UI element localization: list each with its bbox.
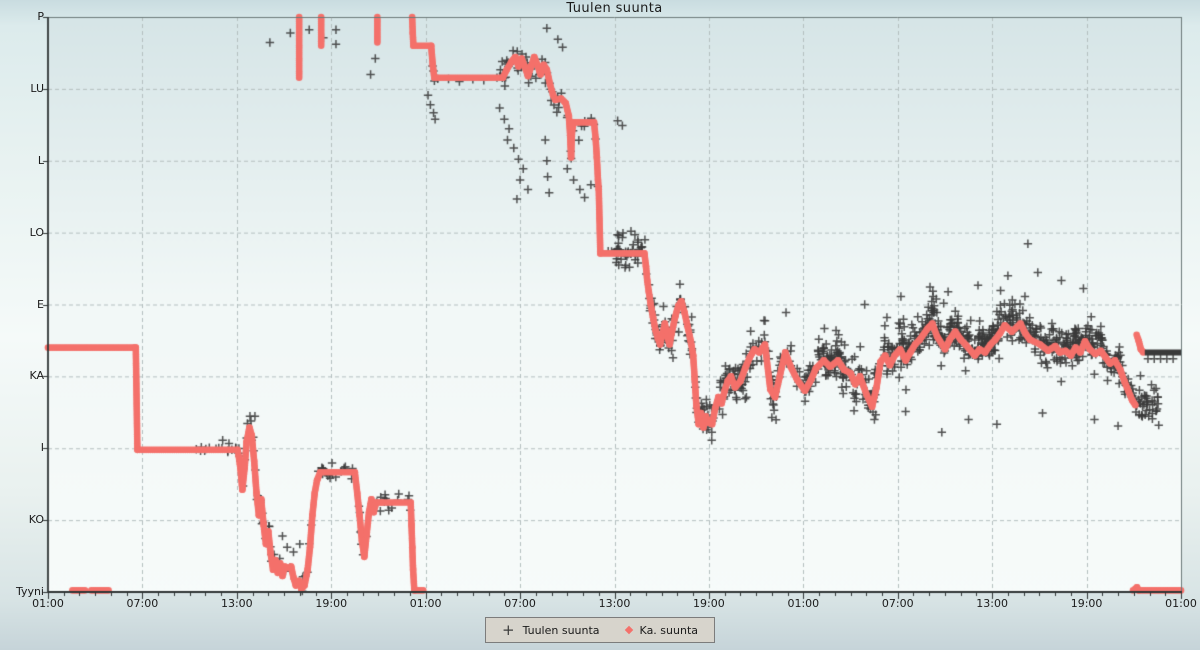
x-axis-label-7: 19:00: [693, 597, 725, 610]
x-axis-label-5: 07:00: [504, 597, 536, 610]
plus-marker-icon: +: [501, 621, 515, 639]
y-axis-label-lu: LU: [30, 81, 44, 95]
y-axis-label-tyyni: Tyyni: [15, 585, 44, 598]
y-axis-label-l: L: [37, 153, 44, 167]
legend-item-measured: + Tuulen suunta: [501, 621, 600, 639]
x-axis-label-12: 01:00: [1165, 597, 1197, 610]
x-axis-label-9: 07:00: [881, 597, 914, 610]
y-axis-label-ko: KO: [28, 513, 44, 527]
x-axis-label-6: 13:00: [598, 597, 631, 610]
chart-legend: + Tuulen suunta Ka. suunta: [0, 617, 1200, 643]
y-axis-label-lo: LO: [29, 225, 44, 239]
y-axis-label-e: E: [37, 297, 44, 311]
legend-box: + Tuulen suunta Ka. suunta: [484, 617, 716, 643]
x-axis-label-4: 01:00: [409, 597, 442, 610]
legend-item-average: Ka. suunta: [624, 623, 699, 637]
chart-title: Tuulen suunta: [566, 1, 663, 16]
legend-label-measured: Tuulen suunta: [522, 623, 600, 637]
y-axis-label-p: P: [37, 10, 44, 23]
x-axis-label-8: 01:00: [787, 597, 820, 610]
x-axis-label-1: 07:00: [126, 597, 159, 610]
legend-label-average: Ka. suunta: [639, 623, 699, 637]
x-axis-label-11: 19:00: [1070, 597, 1103, 610]
x-axis-label-0: 01:00: [32, 597, 64, 610]
x-axis-label-3: 19:00: [315, 597, 348, 610]
dot-marker-icon: [624, 625, 633, 635]
x-axis-label-10: 13:00: [976, 597, 1008, 610]
y-axis-label-i: I: [40, 441, 44, 455]
y-axis-label-ka: KA: [29, 369, 44, 383]
x-axis-label-2: 13:00: [220, 597, 253, 610]
